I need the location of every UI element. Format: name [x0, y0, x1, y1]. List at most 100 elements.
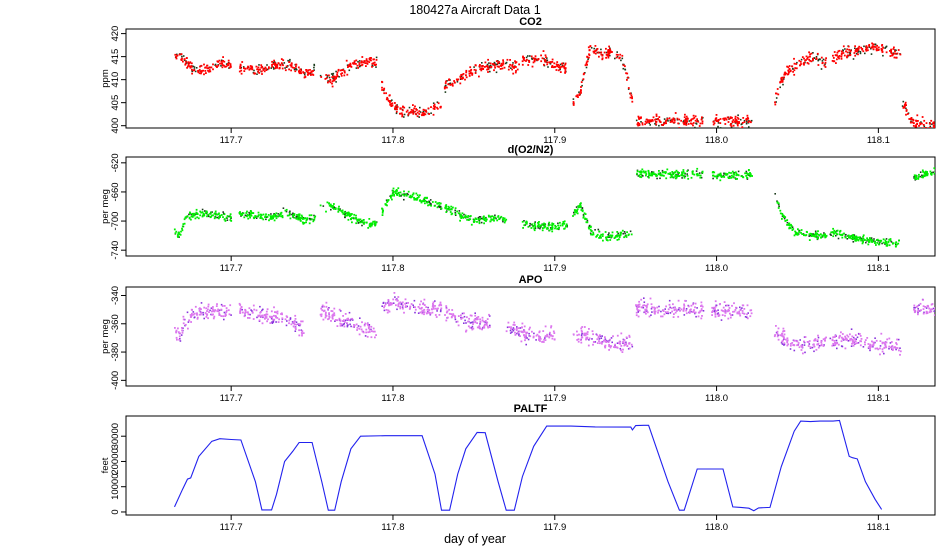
data-point [576, 210, 578, 212]
data-point [261, 315, 264, 318]
data-point [837, 50, 840, 53]
data-point [862, 50, 865, 53]
data-point [226, 64, 229, 67]
shadow-point [272, 66, 275, 69]
data-point [808, 233, 811, 236]
data-point [645, 173, 648, 175]
data-point [538, 330, 541, 333]
series-points [572, 326, 633, 353]
data-point [472, 327, 475, 330]
data-point [191, 216, 194, 218]
data-point [452, 314, 455, 317]
shadow-point [932, 307, 935, 310]
shadow-point [945, 129, 947, 131]
data-point [350, 66, 353, 68]
data-point [196, 216, 199, 219]
data-point [608, 52, 611, 54]
data-point [934, 307, 935, 310]
data-point [640, 306, 643, 309]
data-point [393, 193, 395, 196]
shadow-point [357, 61, 359, 63]
data-point [392, 190, 394, 192]
shadow-point [368, 324, 371, 326]
shadow-point [817, 59, 819, 62]
data-point [930, 119, 933, 122]
shadow-point [495, 71, 498, 74]
data-point [645, 118, 648, 121]
data-point [625, 72, 627, 75]
series-points [505, 321, 556, 343]
shadow-point [176, 53, 178, 56]
panel-title: d(O2/N2) [508, 144, 554, 156]
shadow-point [616, 342, 619, 344]
data-point [606, 51, 609, 54]
data-point [332, 75, 335, 78]
shadow-point [650, 314, 652, 316]
data-point [642, 170, 645, 173]
data-point [471, 72, 474, 75]
data-point [474, 217, 477, 220]
data-point [206, 67, 209, 70]
shadow-point [824, 63, 826, 65]
data-point [424, 202, 426, 205]
data-point [645, 122, 648, 124]
data-point [878, 243, 881, 246]
data-point [260, 64, 263, 67]
data-point [871, 42, 873, 45]
data-point [889, 55, 892, 57]
data-point [423, 112, 426, 115]
data-point [489, 62, 492, 65]
data-point [854, 334, 857, 336]
data-point [596, 342, 599, 344]
data-point [385, 98, 388, 101]
data-point [178, 231, 180, 234]
shadow-point [614, 344, 616, 347]
shadow-point [470, 327, 473, 329]
data-point [521, 326, 523, 329]
data-point [444, 314, 446, 316]
shadow-point [637, 311, 639, 313]
data-point [478, 221, 481, 223]
data-point [678, 172, 680, 174]
data-point [290, 69, 292, 72]
shadow-point [622, 67, 625, 70]
data-point [257, 68, 260, 71]
data-point [512, 72, 515, 75]
data-point [630, 94, 633, 97]
data-point [629, 92, 632, 95]
data-point [715, 117, 718, 119]
shadow-point [648, 122, 651, 124]
data-point [637, 115, 640, 118]
data-point [853, 235, 856, 238]
data-point [572, 104, 575, 106]
data-point [582, 216, 585, 219]
data-point [239, 65, 242, 68]
data-point [636, 306, 639, 309]
data-point [782, 335, 785, 338]
data-point [361, 56, 364, 58]
shadow-point [547, 223, 550, 225]
data-point [322, 318, 325, 321]
data-point [330, 204, 332, 207]
data-point [588, 337, 591, 340]
shadow-point [298, 324, 300, 327]
data-point [547, 224, 550, 227]
shadow-point [870, 47, 872, 50]
shadow-point [668, 299, 671, 302]
shadow-point [559, 63, 562, 66]
shadow-point [511, 328, 514, 331]
data-point [690, 119, 692, 122]
data-point [658, 119, 661, 122]
data-point [479, 318, 481, 321]
data-point [671, 120, 674, 123]
data-point [202, 69, 204, 72]
data-point [338, 308, 341, 311]
data-point [914, 125, 917, 128]
data-point [737, 118, 740, 120]
data-point [921, 176, 923, 179]
data-point [640, 298, 643, 301]
data-point [694, 115, 697, 118]
data-point [854, 54, 857, 57]
data-point [881, 348, 884, 351]
shadow-point [942, 310, 944, 312]
